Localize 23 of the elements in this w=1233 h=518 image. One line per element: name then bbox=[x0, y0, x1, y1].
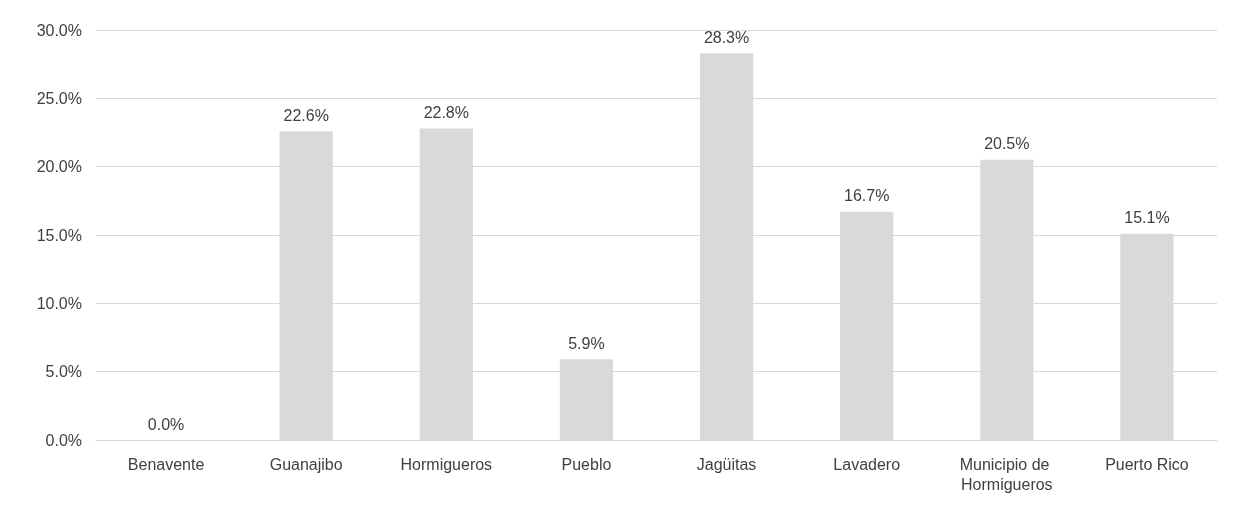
x-tick-label: Guanajibo bbox=[269, 455, 343, 473]
data-label: 28.3% bbox=[703, 28, 750, 46]
x-tick-label: Municipio de Hormigueros bbox=[959, 455, 1054, 493]
x-tick-label: Jagüitas bbox=[696, 455, 757, 473]
x-tick-label: Puerto Rico bbox=[1105, 455, 1189, 473]
x-tick-label: Lavadero bbox=[833, 455, 901, 473]
y-tick-label: 10.0% bbox=[36, 294, 82, 312]
data-label: 0.0% bbox=[147, 415, 185, 433]
data-label: 22.8% bbox=[423, 103, 469, 121]
data-label: 16.7% bbox=[844, 187, 890, 205]
data-label: 22.6% bbox=[283, 106, 329, 124]
y-tick-label: 0.0% bbox=[45, 431, 82, 449]
y-tick-label: 20.0% bbox=[36, 158, 82, 176]
data-label: 15.1% bbox=[1124, 209, 1170, 227]
data-label: 20.5% bbox=[984, 135, 1030, 153]
y-tick-label: 25.0% bbox=[36, 89, 82, 107]
x-tick-label: Hormigueros bbox=[400, 455, 493, 473]
y-tick-label: 30.0% bbox=[36, 21, 82, 39]
y-tick-label: 15.0% bbox=[36, 226, 82, 244]
y-tick-label: 5.0% bbox=[45, 363, 82, 381]
x-tick-label: Pueblo bbox=[561, 455, 612, 473]
x-tick-label: Benavente bbox=[127, 455, 205, 473]
data-label: 5.9% bbox=[568, 334, 605, 352]
